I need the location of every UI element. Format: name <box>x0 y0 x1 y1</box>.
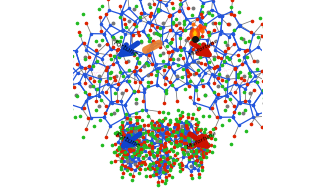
Text: Fortune: Fortune <box>114 131 141 149</box>
Text: Misfortune: Misfortune <box>188 38 220 58</box>
Polygon shape <box>192 28 198 38</box>
Polygon shape <box>193 30 197 36</box>
Polygon shape <box>189 26 200 39</box>
Text: Misfortune: Misfortune <box>186 130 218 150</box>
Text: Fortune: Fortune <box>112 39 139 57</box>
